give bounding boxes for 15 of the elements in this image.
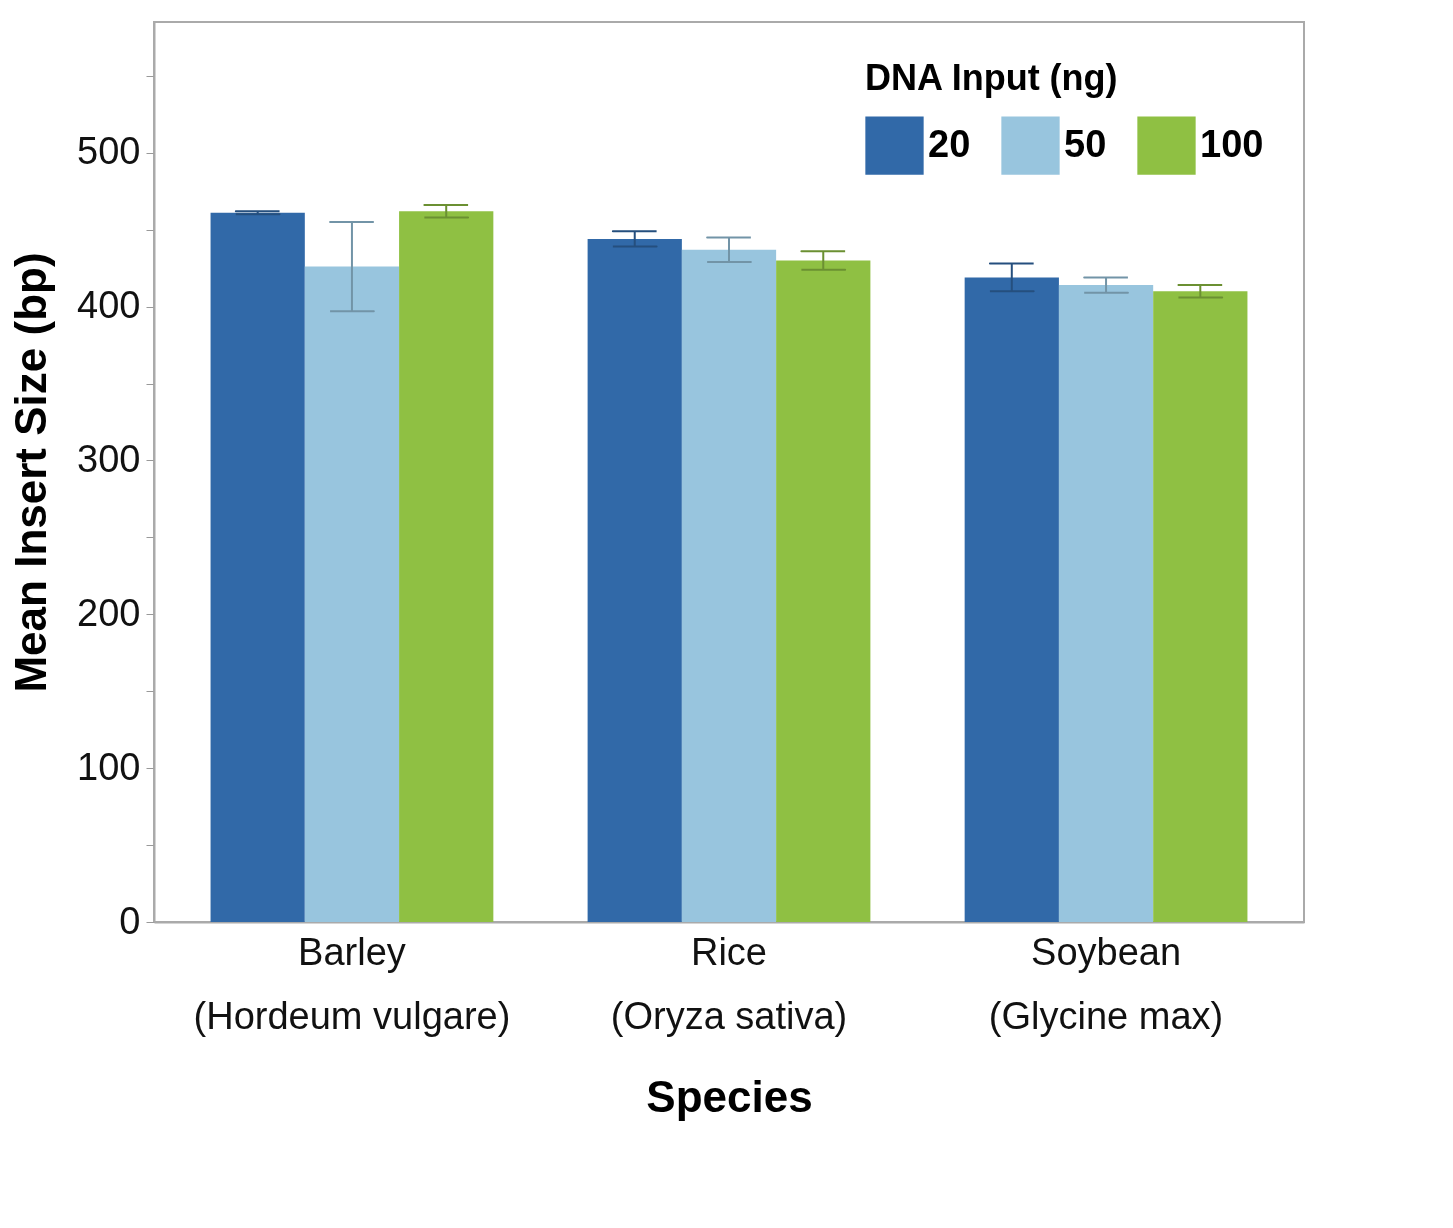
y-tick-label: 200 <box>77 591 141 634</box>
y-tick-label: 100 <box>77 745 141 788</box>
legend-label: 50 <box>1064 122 1107 165</box>
x-axis-title: Species <box>646 1071 813 1121</box>
y-tick-label: 0 <box>119 899 141 942</box>
legend-label: 100 <box>1200 122 1264 165</box>
x-tick-label: Barley (Hordeum vulgare) <box>193 930 511 1037</box>
x-tick-label: Soybean (Glycine max) <box>988 930 1224 1037</box>
y-tick-label: 500 <box>77 130 141 173</box>
y-axis-title: Mean Insert Size (bp) <box>6 252 56 693</box>
x-tick-label: Rice (Oryza sativa) <box>610 930 848 1037</box>
y-tick-label: 300 <box>77 437 141 480</box>
legend-label: 20 <box>928 122 971 165</box>
legend-title: DNA Input (ng) <box>865 57 1118 98</box>
y-tick-label: 400 <box>77 284 141 327</box>
